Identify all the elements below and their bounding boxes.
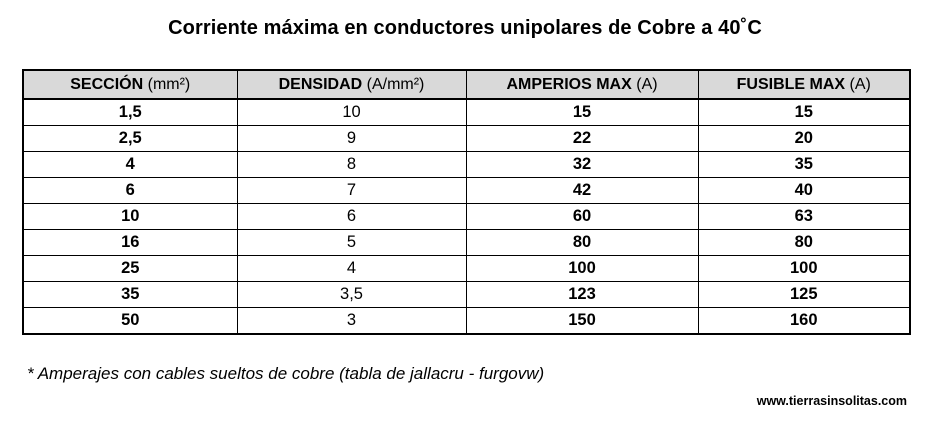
table-row: 25 4 100 100 [22, 255, 911, 282]
header-amperios-unit: (A) [636, 76, 658, 93]
table-row: 10 6 60 63 [22, 203, 911, 230]
cell-fusible: 125 [697, 281, 911, 308]
cell-fusible: 20 [697, 125, 911, 152]
cell-seccion: 16 [22, 229, 238, 256]
cell-amperios: 60 [465, 203, 699, 230]
table-body: 1,5 10 15 15 2,5 9 22 20 4 8 32 35 6 7 4… [22, 98, 911, 335]
header-seccion-unit: (mm²) [147, 76, 191, 93]
cell-fusible: 100 [697, 255, 911, 282]
cell-fusible: 40 [697, 177, 911, 204]
header-amperios-label: AMPERIOS MAX [506, 76, 632, 93]
cell-seccion: 1,5 [22, 98, 238, 126]
cell-amperios: 15 [465, 98, 699, 126]
table-row: 50 3 150 160 [22, 307, 911, 335]
header-fusible-label: FUSIBLE MAX [736, 76, 846, 93]
cell-densidad: 5 [236, 229, 467, 256]
cell-densidad: 8 [236, 151, 467, 178]
header-densidad-label: DENSIDAD [278, 76, 363, 93]
cell-fusible: 15 [697, 98, 911, 126]
cell-seccion: 2,5 [22, 125, 238, 152]
cell-densidad: 6 [236, 203, 467, 230]
cell-fusible: 63 [697, 203, 911, 230]
cell-densidad: 9 [236, 125, 467, 152]
header-fusible: FUSIBLE MAX (A) [697, 69, 911, 100]
header-amperios: AMPERIOS MAX (A) [465, 69, 699, 100]
header-seccion: SECCIÓN (mm²) [22, 69, 238, 100]
footnote: * Amperajes con cables sueltos de cobre … [27, 364, 545, 383]
table-header: SECCIÓN (mm²) DENSIDAD (A/mm²) AMPERIOS … [22, 69, 911, 100]
cell-amperios: 123 [465, 281, 699, 308]
cell-seccion: 50 [22, 307, 238, 335]
cell-amperios: 80 [465, 229, 699, 256]
cell-fusible: 35 [697, 151, 911, 178]
site-credit: www.tierrasinsolitas.com [756, 394, 907, 408]
cell-seccion: 25 [22, 255, 238, 282]
table-row: 4 8 32 35 [22, 151, 911, 178]
cell-fusible: 160 [697, 307, 911, 335]
cell-densidad: 3,5 [236, 281, 467, 308]
header-fusible-unit: (A) [849, 76, 871, 93]
cell-fusible: 80 [697, 229, 911, 256]
header-densidad-unit: (A/mm²) [366, 76, 425, 93]
current-table: SECCIÓN (mm²) DENSIDAD (A/mm²) AMPERIOS … [22, 69, 911, 335]
cell-seccion: 4 [22, 151, 238, 178]
cell-densidad: 4 [236, 255, 467, 282]
table-row: 16 5 80 80 [22, 229, 911, 256]
table-row: 1,5 10 15 15 [22, 98, 911, 126]
cell-densidad: 3 [236, 307, 467, 335]
cell-seccion: 6 [22, 177, 238, 204]
table-row: 6 7 42 40 [22, 177, 911, 204]
cell-densidad: 10 [236, 98, 467, 126]
header-densidad: DENSIDAD (A/mm²) [236, 69, 467, 100]
cell-seccion: 10 [22, 203, 238, 230]
table-row: 2,5 9 22 20 [22, 125, 911, 152]
cell-amperios: 32 [465, 151, 699, 178]
cell-densidad: 7 [236, 177, 467, 204]
header-row: SECCIÓN (mm²) DENSIDAD (A/mm²) AMPERIOS … [22, 69, 911, 100]
table-row: 35 3,5 123 125 [22, 281, 911, 308]
cell-amperios: 100 [465, 255, 699, 282]
header-seccion-label: SECCIÓN [70, 76, 144, 93]
cell-seccion: 35 [22, 281, 238, 308]
cell-amperios: 150 [465, 307, 699, 335]
cell-amperios: 42 [465, 177, 699, 204]
page-title: Corriente máxima en conductores unipolar… [168, 17, 762, 39]
cell-amperios: 22 [465, 125, 699, 152]
